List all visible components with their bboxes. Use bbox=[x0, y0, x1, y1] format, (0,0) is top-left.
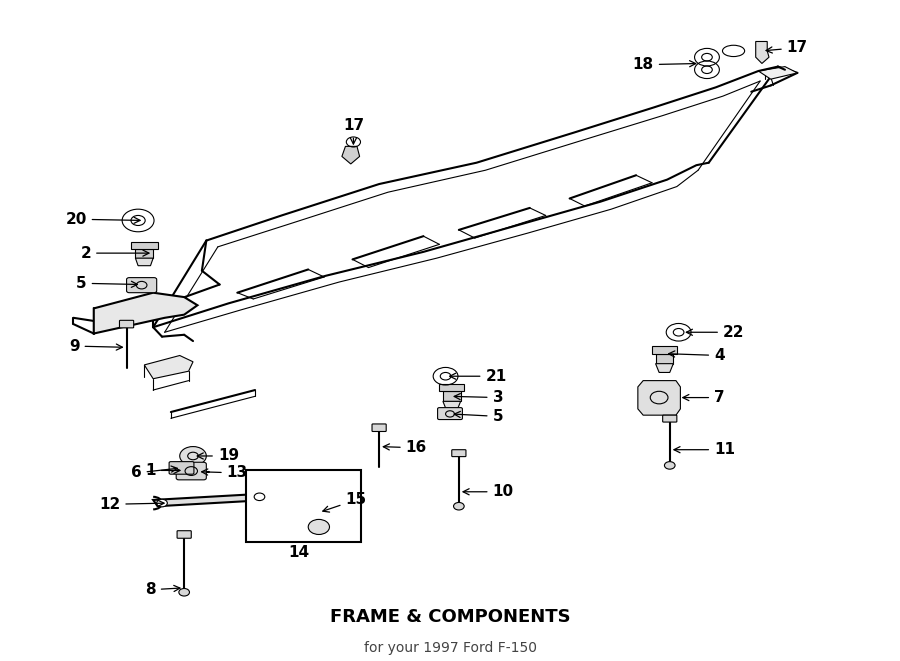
Circle shape bbox=[308, 520, 329, 535]
Text: 22: 22 bbox=[687, 325, 744, 340]
Text: 15: 15 bbox=[323, 492, 366, 512]
FancyBboxPatch shape bbox=[437, 408, 463, 420]
Text: 8: 8 bbox=[145, 582, 180, 598]
Text: 3: 3 bbox=[454, 390, 503, 405]
Polygon shape bbox=[135, 258, 153, 266]
FancyBboxPatch shape bbox=[127, 278, 157, 293]
FancyBboxPatch shape bbox=[177, 531, 192, 538]
Polygon shape bbox=[153, 494, 268, 506]
Polygon shape bbox=[443, 401, 461, 410]
Text: 20: 20 bbox=[66, 212, 140, 227]
Text: 5: 5 bbox=[454, 409, 503, 424]
Bar bbox=[247, 470, 362, 542]
Text: 5: 5 bbox=[76, 276, 138, 291]
Text: 13: 13 bbox=[202, 465, 248, 481]
Circle shape bbox=[179, 588, 190, 596]
Polygon shape bbox=[439, 384, 464, 391]
Polygon shape bbox=[652, 346, 677, 354]
Circle shape bbox=[454, 502, 464, 510]
Text: 14: 14 bbox=[289, 545, 310, 560]
Text: 10: 10 bbox=[463, 485, 514, 499]
Text: 2: 2 bbox=[80, 246, 149, 260]
Circle shape bbox=[157, 499, 167, 507]
FancyBboxPatch shape bbox=[120, 321, 134, 328]
Circle shape bbox=[180, 447, 206, 465]
Polygon shape bbox=[759, 67, 797, 79]
Text: 4: 4 bbox=[669, 348, 725, 363]
Polygon shape bbox=[144, 356, 193, 379]
FancyBboxPatch shape bbox=[452, 449, 466, 457]
Polygon shape bbox=[94, 293, 197, 334]
Polygon shape bbox=[135, 249, 153, 258]
Polygon shape bbox=[756, 42, 769, 63]
Text: FRAME & COMPONENTS: FRAME & COMPONENTS bbox=[329, 607, 571, 625]
Circle shape bbox=[254, 493, 265, 500]
FancyBboxPatch shape bbox=[176, 462, 206, 480]
Text: 21: 21 bbox=[450, 369, 507, 384]
Text: 12: 12 bbox=[99, 497, 164, 512]
Polygon shape bbox=[655, 354, 673, 364]
Text: 18: 18 bbox=[633, 58, 696, 72]
Polygon shape bbox=[342, 146, 360, 164]
Text: 16: 16 bbox=[383, 440, 427, 455]
Circle shape bbox=[664, 461, 675, 469]
Text: for your 1997 Ford F-150: for your 1997 Ford F-150 bbox=[364, 641, 536, 655]
FancyBboxPatch shape bbox=[662, 415, 677, 422]
Text: 7: 7 bbox=[683, 390, 724, 405]
FancyBboxPatch shape bbox=[169, 461, 194, 474]
Text: 17: 17 bbox=[766, 40, 808, 56]
Text: 6: 6 bbox=[130, 465, 177, 481]
FancyBboxPatch shape bbox=[372, 424, 386, 432]
Text: 11: 11 bbox=[674, 442, 735, 457]
Polygon shape bbox=[655, 364, 673, 372]
Polygon shape bbox=[443, 391, 461, 401]
Text: 1: 1 bbox=[145, 463, 180, 478]
Polygon shape bbox=[131, 243, 158, 249]
Text: 19: 19 bbox=[197, 448, 239, 463]
Polygon shape bbox=[638, 381, 680, 415]
Text: 17: 17 bbox=[343, 118, 364, 144]
Text: 9: 9 bbox=[69, 338, 122, 354]
